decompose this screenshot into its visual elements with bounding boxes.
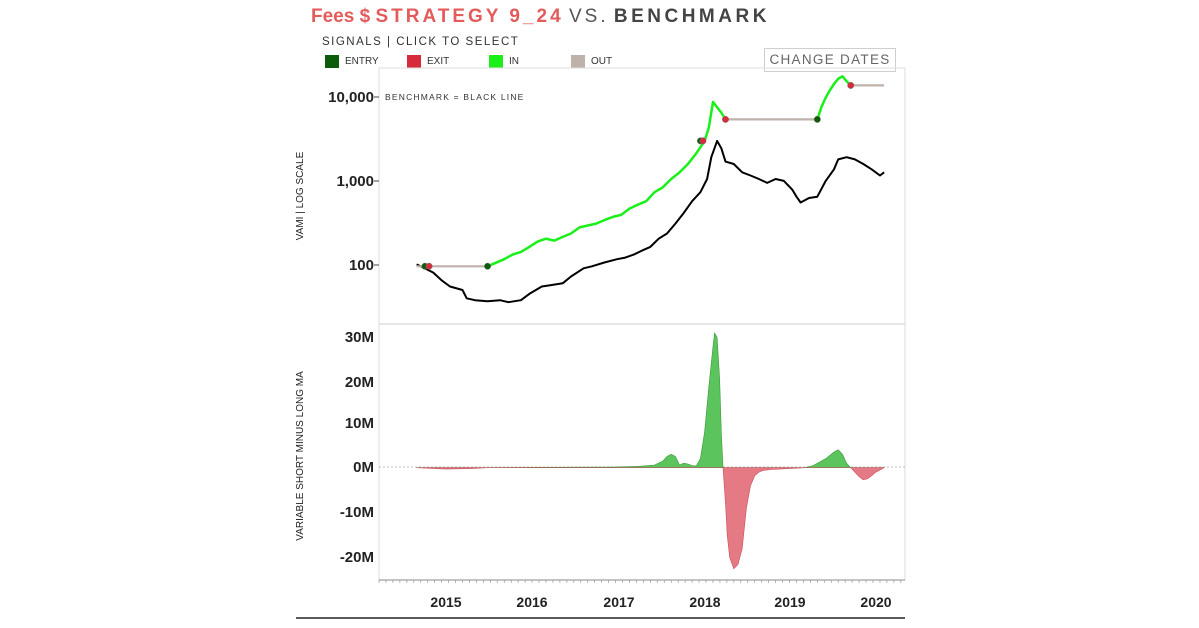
legend-label-exit: EXIT (427, 55, 450, 67)
top-y-tick-10000: 10,000 (328, 89, 374, 106)
x-tick-2019: 2019 (774, 594, 805, 610)
x-tick-2018: 2018 (689, 594, 720, 610)
title-vs: VS. (568, 6, 609, 27)
area-negative (416, 467, 885, 570)
exit-marker[interactable] (699, 137, 707, 145)
entry-marker[interactable] (484, 262, 491, 270)
benchmark-line (416, 139, 885, 304)
top-panel-frame (378, 67, 906, 325)
signals-label: SIGNALS | CLICK TO SELECT (322, 36, 520, 48)
exit-marker[interactable] (722, 115, 729, 123)
x-minor-ticks (378, 580, 902, 583)
signal-markers[interactable] (421, 81, 855, 270)
legend-label-in: IN (509, 55, 519, 67)
legend-label-out: OUT (591, 55, 613, 67)
top-y-tick-1000: 1,000 (336, 173, 374, 190)
bottom-y-tick-neg20m: -20M (340, 549, 374, 566)
x-tick-2017: 2017 (603, 594, 634, 610)
bottom-y-tick-10m: 10M (345, 415, 374, 432)
bottom-y-tick-0m: 0M (353, 459, 374, 476)
legend-item-exit[interactable]: EXIT (407, 53, 449, 69)
exit-marker[interactable] (425, 262, 433, 270)
strategy-in-segment (816, 75, 852, 120)
strategy-in-segment (487, 100, 727, 268)
entry-marker[interactable] (813, 115, 821, 123)
bottom-y-tick-30m: 30M (345, 329, 374, 346)
bottom-y-axis-label: VARIABLE SHORT MINUS LONG MA (295, 371, 306, 541)
x-tick-2016: 2016 (516, 594, 547, 610)
title-strategy: STRATEGY 9_24 (375, 6, 564, 27)
x-tick-2020: 2020 (860, 594, 891, 610)
legend-item-out[interactable]: OUT (571, 53, 612, 69)
legend-item-in[interactable]: IN (489, 53, 519, 69)
ma-diff-area (416, 332, 885, 570)
legend-swatch-entry (325, 54, 339, 68)
bottom-y-tick-20m: 20M (345, 374, 374, 391)
benchmark-note: BENCHMARK = BLACK LINE (385, 92, 525, 102)
legend-swatch-exit (407, 54, 421, 68)
x-tick-2015: 2015 (430, 594, 461, 610)
exit-marker[interactable] (847, 81, 855, 89)
legend-swatch-in (489, 54, 503, 68)
chart-title: Fees $ STRATEGY 9_24 VS. BENCHMARK (311, 6, 770, 28)
area-positive (416, 332, 885, 468)
legend-swatch-out (571, 54, 585, 68)
legend-label-entry: ENTRY (345, 55, 379, 67)
title-fees: Fees $ (311, 6, 371, 27)
vami-lines (416, 75, 885, 304)
top-y-axis-label: VAMI | LOG SCALE (295, 151, 306, 240)
bottom-y-tick-neg10m: -10M (340, 504, 374, 521)
top-y-tick-100: 100 (349, 257, 374, 274)
legend-item-entry[interactable]: ENTRY (325, 53, 379, 69)
title-benchmark: BENCHMARK (613, 6, 770, 27)
